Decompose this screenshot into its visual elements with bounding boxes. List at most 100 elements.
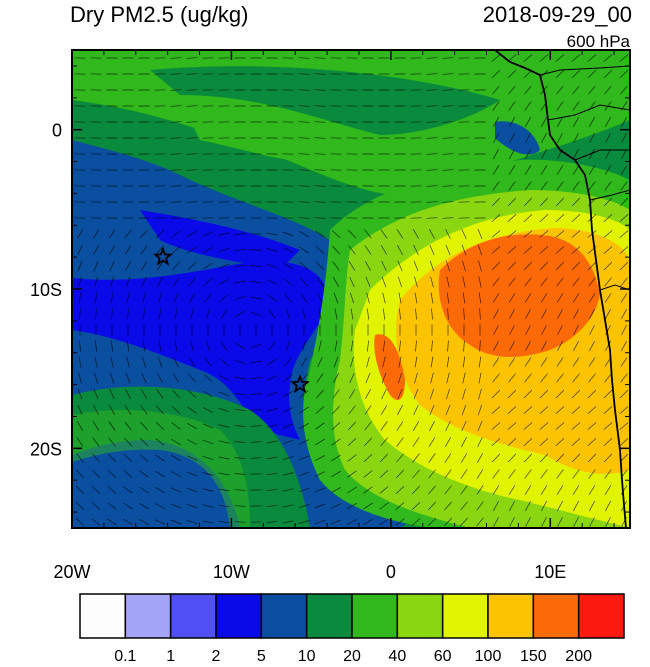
x-tick-label: 0 (386, 562, 396, 582)
wind-vector (477, 404, 483, 416)
wind-vector (349, 372, 355, 384)
wind-vector (170, 471, 182, 477)
wind-vector (507, 261, 517, 271)
wind-vector (604, 117, 612, 127)
wind-vector (250, 296, 262, 300)
colorbar-label: 2 (211, 648, 221, 665)
wind-vector (186, 137, 198, 139)
wind-vector (330, 519, 342, 525)
wind-vector (508, 277, 516, 287)
wind-vector (334, 340, 338, 352)
wind-vector (540, 85, 548, 95)
wind-vector (283, 374, 293, 382)
wind-vector (250, 457, 262, 459)
wind-vector (123, 486, 133, 494)
wind-vector (426, 217, 438, 219)
wind-vector (298, 73, 310, 75)
wind-vector (110, 292, 114, 304)
wind-vector (202, 455, 214, 461)
wind-vector (492, 293, 500, 303)
wind-vector (348, 245, 356, 255)
colorbar-label: 150 (519, 648, 547, 665)
wind-vector (363, 502, 373, 510)
wind-vector (332, 405, 340, 415)
wind-vector (508, 469, 516, 479)
wind-vector (523, 69, 533, 79)
wind-vector (218, 263, 230, 269)
wind-vector (282, 247, 294, 253)
wind-vector (347, 229, 357, 239)
wind-vector (479, 308, 481, 320)
wind-vector (190, 340, 194, 352)
wind-vector (170, 89, 182, 91)
wind-vector (79, 308, 81, 320)
wind-vector (380, 245, 388, 255)
wind-vector (603, 54, 613, 62)
wind-vector (202, 488, 214, 492)
wind-vector (445, 244, 451, 256)
wind-vector (234, 392, 246, 396)
wind-vector (111, 308, 113, 320)
wind-vector (266, 375, 278, 381)
wind-vector (603, 230, 613, 238)
wind-vector (186, 439, 198, 445)
wind-vector (124, 437, 132, 447)
wind-vector (141, 276, 147, 288)
wind-vector (203, 374, 213, 382)
wind-vector (219, 358, 229, 366)
wind-vector (124, 405, 132, 415)
wind-vector (619, 453, 629, 463)
wind-vector (202, 520, 214, 524)
wind-vector (620, 373, 628, 383)
wind-vector (186, 217, 198, 219)
wind-vector (363, 470, 373, 478)
wind-vector (603, 246, 613, 254)
wind-vector (571, 69, 581, 79)
wind-vector (571, 422, 581, 430)
wind-vector (492, 373, 500, 383)
wind-vector (587, 453, 597, 463)
wind-vector (366, 356, 370, 368)
wind-vector (170, 503, 182, 509)
wind-vector (347, 502, 357, 510)
wind-vector (124, 245, 132, 255)
colorbar-swatch (305, 593, 353, 639)
wind-vector (298, 185, 310, 187)
colorbar-label: 60 (433, 648, 452, 665)
wind-vector (78, 356, 82, 368)
wind-vector (218, 407, 230, 413)
wind-vector (156, 405, 164, 415)
wind-vector (461, 228, 467, 240)
wind-vector (492, 357, 500, 367)
wind-vector (364, 229, 372, 239)
wind-vector (539, 230, 549, 238)
wind-vector (572, 373, 580, 383)
wind-vector (170, 153, 182, 155)
wind-vector (491, 246, 501, 254)
wind-vector (218, 456, 230, 460)
wind-vector (476, 453, 484, 463)
wind-vector (555, 438, 565, 446)
wind-vector (109, 388, 115, 400)
wind-vector (539, 438, 549, 446)
colorbar-label: 1 (166, 648, 176, 665)
wind-vector (588, 293, 596, 303)
wind-vector (347, 486, 357, 494)
wind-vector (429, 388, 435, 400)
wind-vector (298, 471, 310, 477)
wind-vector (476, 469, 484, 479)
wind-vector (314, 89, 326, 91)
wind-vector (140, 405, 148, 415)
wind-vector (442, 169, 454, 171)
wind-vector (218, 247, 230, 253)
wind-vector (413, 388, 419, 400)
wind-vector (477, 436, 483, 448)
wind-vector (76, 229, 84, 239)
wind-vector (508, 181, 516, 191)
wind-vector (366, 340, 370, 352)
wind-vector (234, 408, 246, 412)
wind-vector (603, 389, 613, 399)
wind-vector (571, 246, 581, 254)
wind-vector (396, 437, 404, 447)
wind-vector (364, 421, 372, 431)
